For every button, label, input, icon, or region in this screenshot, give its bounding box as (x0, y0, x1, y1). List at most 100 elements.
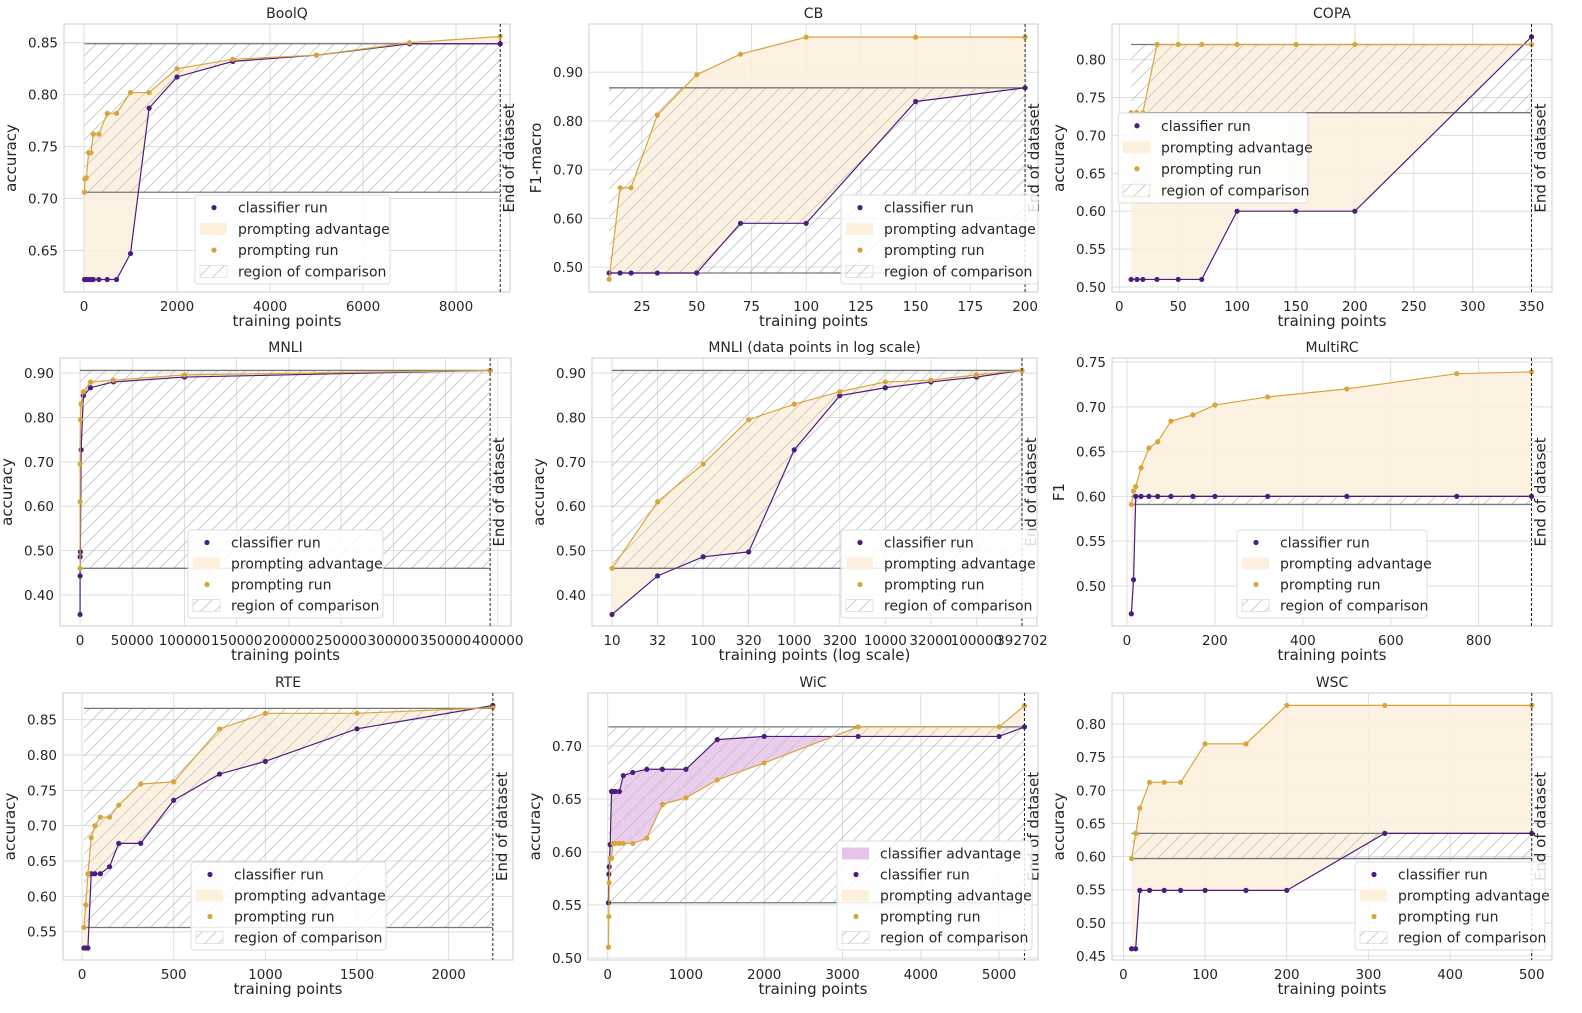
legend-swatch-prompting-advantage (1242, 558, 1269, 570)
classifier-run-point (804, 221, 809, 226)
y-tick-label: 0.75 (27, 783, 57, 799)
prompting-run-point (655, 113, 660, 118)
y-tick-label: 0.75 (28, 140, 58, 156)
legend-swatch-prompting-advantage (1123, 141, 1150, 153)
prompting-run-point (77, 499, 82, 504)
x-tick-label: 32000 (909, 633, 952, 649)
legend: classifier run prompting advantage prompti… (191, 862, 386, 950)
y-tick-label: 0.55 (1076, 534, 1106, 550)
prompting-run-point (621, 841, 626, 846)
legend-marker-prompting-run (211, 248, 216, 253)
legend-label: prompting run (884, 578, 985, 594)
legend-label: prompting run (231, 578, 332, 594)
classifier-run-point (715, 737, 720, 742)
legend-label: prompting advantage (1398, 889, 1550, 905)
classifier-run-point (88, 385, 93, 390)
chart-title: WiC (799, 675, 826, 691)
y-tick-label: 0.70 (28, 192, 58, 208)
prompting-run-point (1129, 856, 1134, 861)
y-tick-label: 0.65 (28, 243, 58, 259)
prompting-run-point (804, 35, 809, 40)
y-tick-label: 0.75 (1076, 750, 1106, 766)
legend-label: region of comparison (880, 931, 1028, 947)
prompting-run-point (111, 378, 116, 383)
legend-marker-prompting-run (1371, 914, 1376, 919)
legend-label: classifier run (234, 868, 324, 884)
legend-swatch-region-of-comparison (842, 932, 869, 944)
y-tick-label: 0.60 (27, 889, 57, 905)
classifier-run-point (655, 270, 660, 275)
y-tick-label: 0.70 (553, 163, 583, 179)
classifier-run-point (77, 612, 82, 617)
classifier-run-point (1162, 888, 1167, 893)
classifier-run-point (856, 734, 861, 739)
prompting-run-point (715, 777, 720, 782)
prompting-run-point (1284, 703, 1289, 708)
x-tick-label: 2000 (431, 967, 465, 983)
y-tick-label: 0.60 (24, 499, 54, 515)
prompting-run-point (91, 132, 96, 137)
prompting-run-point (1243, 741, 1248, 746)
x-tick-label: 400 (1437, 967, 1463, 983)
prompting-run-point (98, 815, 103, 820)
y-axis-label: accuracy (1050, 124, 1068, 192)
classifier-run-point (1202, 888, 1207, 893)
chart-title: COPA (1313, 6, 1351, 22)
prompting-run-point (230, 57, 235, 62)
classifier-run-point (138, 841, 143, 846)
prompting-run-point (617, 185, 622, 190)
legend-swatch-region-of-comparison (200, 265, 227, 277)
x-tick-label: 0 (80, 299, 89, 315)
legend-marker-classifier-run (853, 872, 858, 877)
prompting-run-point (606, 945, 611, 950)
y-tick-label: 0.80 (1076, 53, 1106, 69)
legend-marker-prompting-run (1134, 166, 1139, 171)
prompting-run-point (996, 724, 1001, 729)
chart-title: MNLI (268, 340, 302, 356)
prompting-run-point (1176, 42, 1181, 47)
y-tick-label: 0.90 (556, 366, 586, 382)
legend-label: prompting run (234, 910, 335, 926)
prompting-run-point (683, 795, 688, 800)
x-tick-label: 500 (161, 967, 187, 983)
y-tick-label: 0.80 (24, 410, 54, 426)
classifier-run-point (762, 734, 767, 739)
prompting-run-point (354, 711, 359, 716)
prompting-run-point (1199, 42, 1204, 47)
x-tick-label: 50000 (111, 633, 154, 649)
prompting-run-point (762, 760, 767, 765)
legend-marker-prompting-run (1253, 582, 1258, 587)
classifier-run-point (630, 770, 635, 775)
classifier-run-point (128, 251, 133, 256)
x-tick-label: 200 (1012, 299, 1038, 315)
legend-marker-prompting-run (207, 914, 212, 919)
x-tick-label: 150 (903, 299, 929, 315)
prompting-run-point (174, 66, 179, 71)
legend-label: classifier run (884, 536, 974, 552)
classifier-run-point (1199, 277, 1204, 282)
classifier-run-point (1140, 277, 1145, 282)
prompting-run-point (1190, 412, 1195, 417)
classifier-run-point (105, 277, 110, 282)
prompting-run-point (128, 90, 133, 95)
legend-marker-prompting-run (857, 248, 862, 253)
legend-label: prompting advantage (234, 889, 386, 905)
legend-label: region of comparison (884, 264, 1032, 280)
y-tick-label: 0.50 (24, 544, 54, 560)
y-tick-label: 0.80 (28, 88, 58, 104)
prompting-run-point (883, 379, 888, 384)
classifier-run-point (1212, 494, 1217, 499)
x-tick-label: 0 (1123, 633, 1132, 649)
classifier-run-point (147, 106, 152, 111)
prompting-run-point (182, 372, 187, 377)
prompting-run-point (96, 132, 101, 137)
y-axis-label: accuracy (530, 458, 548, 526)
region-of-comparison (84, 44, 500, 193)
y-tick-label: 0.65 (1076, 166, 1106, 182)
legend-swatch-prompting-advantage (1360, 890, 1387, 902)
y-tick-label: 0.40 (24, 588, 54, 604)
prompting-run-point (82, 190, 87, 195)
x-tick-label: 300000 (368, 633, 420, 649)
